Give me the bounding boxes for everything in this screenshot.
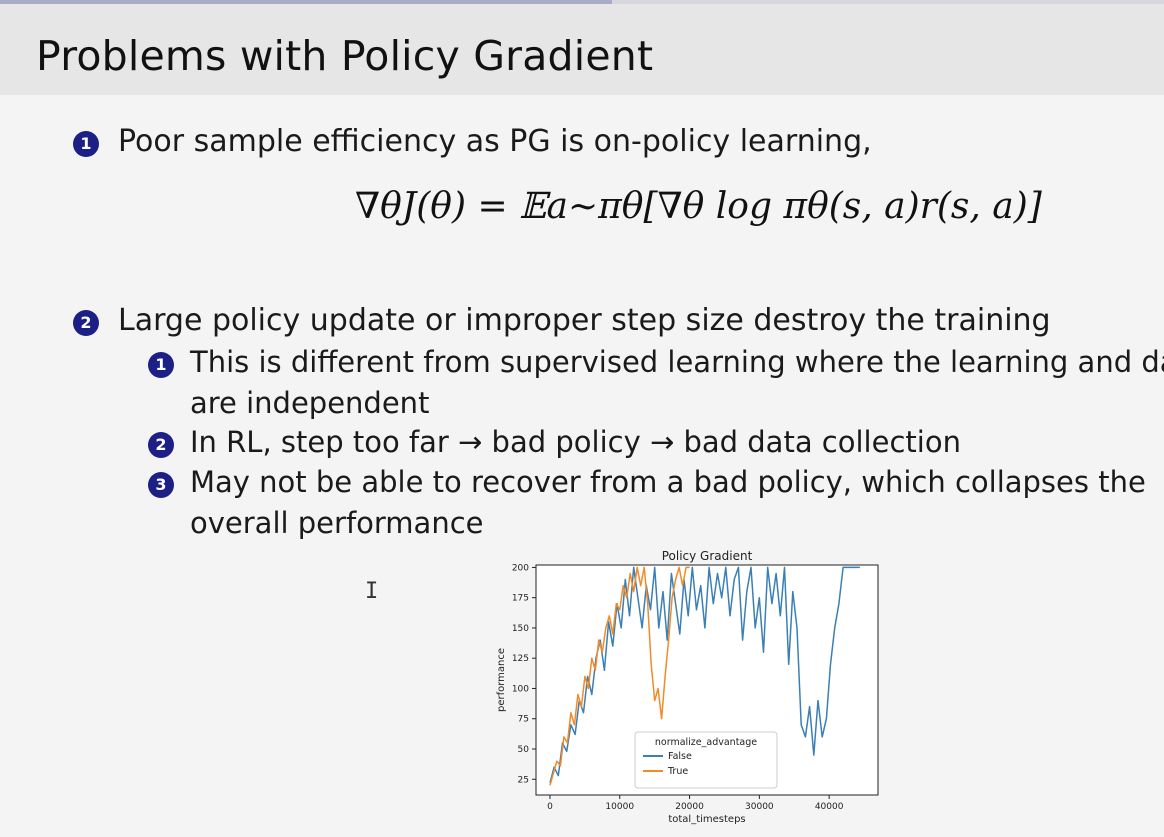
legend-label-true: True (667, 766, 688, 777)
item-1-text: Poor sample efficiency as PG is on-polic… (118, 124, 872, 159)
y-tick-label: 175 (512, 594, 529, 604)
title-bar: Problems with Policy Gradient (0, 4, 1164, 95)
x-tick-label: 30000 (745, 802, 774, 812)
y-tick-label: 200 (512, 563, 529, 573)
slide-title: Problems with Policy Gradient (36, 32, 654, 80)
chart-title: Policy Gradient (662, 549, 753, 563)
legend-title: normalize_advantage (655, 737, 757, 748)
y-axis-label: performance (496, 648, 507, 712)
bullet-2: 2 (73, 310, 99, 336)
x-tick-label: 40000 (815, 802, 844, 812)
x-axis-label: total_timesteps (668, 814, 745, 825)
chart-svg: Policy Gradient 25 50 75 100 125 150 175 200 0 100… (488, 546, 888, 833)
y-tick-label: 25 (518, 775, 529, 785)
series-line-true (549, 566, 690, 786)
item-2-text: Large policy update or improper step siz… (118, 303, 1051, 338)
subitem-3-line-1: May not be able to recover from a bad po… (190, 465, 1146, 499)
x-tick-label: 0 (547, 802, 553, 812)
legend-label-false: False (668, 751, 692, 762)
bullet-1: 1 (73, 131, 99, 157)
x-tick-label: 20000 (675, 802, 704, 812)
text-cursor-icon: I (365, 579, 379, 604)
progress-fill (0, 0, 612, 4)
subbullet-2: 2 (148, 432, 174, 458)
subitem-1-line-2: are independent (190, 386, 430, 420)
policy-gradient-formula: ∇θJ(θ) = 𝔼a∼πθ[∇θ log πθ(s, a)r(s, a)] (355, 186, 1042, 227)
progress-strip (0, 0, 1164, 4)
x-tick-label: 10000 (605, 802, 634, 812)
y-tick-label: 150 (512, 624, 529, 634)
policy-gradient-chart: Policy Gradient 25 50 75 100 125 150 175 200 0 100… (488, 546, 888, 833)
y-tick-label: 75 (518, 715, 529, 725)
y-tick-label: 125 (512, 654, 529, 664)
subitem-1-line-1: This is different from supervised learni… (190, 345, 1164, 379)
subitem-3-line-2: overall performance (190, 506, 484, 540)
y-tick-label: 100 (512, 684, 529, 694)
subbullet-1: 1 (148, 352, 174, 378)
subbullet-3: 3 (148, 472, 174, 498)
subitem-2-line-1: In RL, step too far → bad policy → bad d… (190, 425, 961, 459)
y-tick-label: 50 (518, 745, 530, 755)
legend-box (634, 731, 778, 789)
